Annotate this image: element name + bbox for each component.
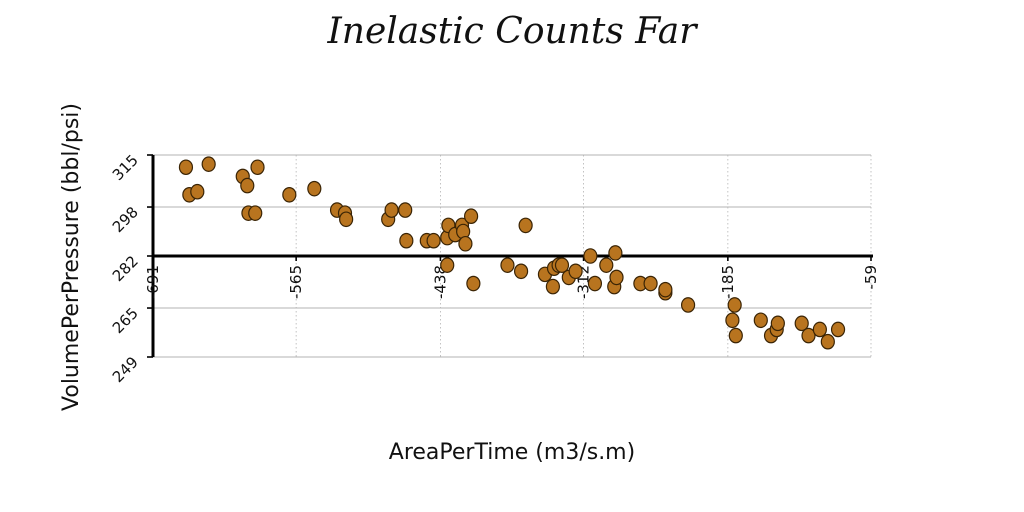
axes-layer [151,155,873,357]
points-layer [178,156,846,350]
scatter-point [240,177,255,194]
scatter-point [426,232,441,249]
scatter-point [643,275,658,292]
y-tick-label: 315 [109,151,142,184]
x-tick-label: -438 [431,265,449,299]
scatter-point [282,186,297,203]
y-tick-label: 249 [109,353,142,386]
scatter-point [440,257,455,273]
y-tick-label: 282 [109,252,142,285]
scatter-point [587,275,603,292]
scatter-point [250,159,265,176]
y-tick-label: 298 [109,203,142,236]
scatter-point [801,327,816,344]
scatter-point [753,312,768,329]
scatter-point [680,297,696,313]
y-axis-title: VolumePerPressure (bbl/psi) [59,103,84,411]
scatter-point [568,263,583,280]
scatter-point [794,315,809,332]
scatter-point [307,180,322,197]
x-axis-title: AreaPerTime (m3/s.m) [389,440,635,465]
scatter-point [725,312,740,329]
y-tick-label: 265 [109,304,142,337]
scatter-point [812,321,827,338]
scatter-point [248,205,263,221]
scatter-point [545,278,560,295]
scatter-point [458,235,473,252]
scatter-point [830,321,846,338]
scatter-point [190,183,205,200]
scatter-point [398,202,413,218]
scatter-point [609,269,624,286]
scatter-point [583,248,598,264]
scatter-point [513,263,529,280]
scatter-point [384,202,399,218]
scatter-point [466,275,481,292]
x-tick-label: -691 [144,265,162,299]
scatter-point [201,156,216,172]
x-tick-label: -565 [287,265,305,299]
scatter-point [608,245,623,261]
scatter-point [399,232,414,249]
scatter-point [339,211,354,228]
scatter-point [500,257,515,273]
x-tick-label: -59 [862,265,880,290]
scatter-point [554,257,570,273]
scatter-point [599,257,614,273]
scatter-point [658,281,673,298]
scatter-point [518,217,533,234]
x-tick-label: -185 [719,265,737,299]
scatter-point [727,297,742,313]
chart-title: Inelastic Counts Far [327,11,699,52]
scatter-point [728,327,743,344]
scatter-point [820,333,835,350]
scatter-point [464,208,479,225]
scatter-point [178,159,194,176]
scatter-point [770,315,785,332]
